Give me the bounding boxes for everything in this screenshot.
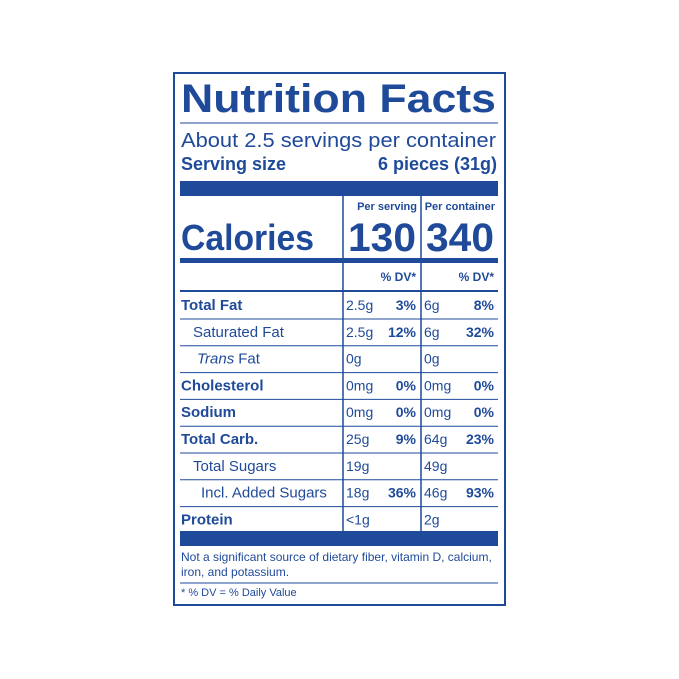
footnote-line: Not a significant source of dietary fibe… <box>181 550 492 564</box>
amount: 2.5g <box>346 324 373 340</box>
nutrient-name: Cholesterol <box>181 377 264 394</box>
daily-value: 0% <box>474 404 495 420</box>
label-border <box>173 72 506 606</box>
footnote-line: iron, and potassium. <box>181 565 289 579</box>
nutrient-name: Incl. Added Sugars <box>201 485 327 502</box>
title: Nutrition Facts <box>181 77 496 121</box>
daily-value: 3% <box>396 297 417 313</box>
amount: 19g <box>346 458 369 474</box>
amount: 2g <box>424 511 440 527</box>
medium-bar <box>180 258 498 263</box>
daily-value: 93% <box>466 485 495 501</box>
servings: About 2.5 servings per container <box>181 130 496 152</box>
nutrient-name: Trans Fat <box>197 351 261 368</box>
amount: 0g <box>424 351 440 367</box>
thick-bar <box>180 531 498 546</box>
daily-value: 0% <box>396 377 417 393</box>
calories-value: 340 <box>426 216 494 260</box>
dv-header: % DV* <box>381 270 417 284</box>
nutrient-name-rest: Fat <box>238 351 261 368</box>
amount: 64g <box>424 431 447 447</box>
nutrient-name: Total Carb. <box>181 431 258 448</box>
nutrient-name: Sodium <box>181 404 236 421</box>
amount: 2.5g <box>346 297 373 313</box>
daily-value: 0% <box>474 377 495 393</box>
amount: 0mg <box>424 377 451 393</box>
amount: 6g <box>424 297 440 313</box>
daily-value: 32% <box>466 324 495 340</box>
serving-size-label: Serving size <box>181 154 286 174</box>
daily-value: 8% <box>474 297 495 313</box>
amount: 25g <box>346 431 369 447</box>
amount: 0mg <box>346 404 373 420</box>
calories-label: Calories <box>181 217 314 258</box>
amount: 0g <box>346 351 362 367</box>
amount: 6g <box>424 324 440 340</box>
amount: 0mg <box>346 377 373 393</box>
daily-value: 9% <box>396 431 417 447</box>
amount: 49g <box>424 458 447 474</box>
nutrient-name: Protein <box>181 511 233 528</box>
column-header: Per container <box>425 201 496 213</box>
amount: 18g <box>346 485 369 501</box>
daily-value: 12% <box>388 324 417 340</box>
daily-value: 36% <box>388 485 417 501</box>
daily-value: 23% <box>466 431 495 447</box>
nutrient-name: Total Sugars <box>193 458 276 475</box>
serving-size-value: 6 pieces (31g) <box>378 154 497 174</box>
dv-note: * % DV = % Daily Value <box>181 587 297 599</box>
nutrient-name: Total Fat <box>181 297 242 314</box>
nutrient-name-italic: Trans <box>197 351 235 368</box>
daily-value: 0% <box>396 404 417 420</box>
thick-bar <box>180 181 498 196</box>
nutrient-name: Saturated Fat <box>193 324 285 341</box>
amount: 0mg <box>424 404 451 420</box>
amount: <1g <box>346 511 370 527</box>
column-header: Per serving <box>357 201 417 213</box>
amount: 46g <box>424 485 447 501</box>
dv-header: % DV* <box>459 270 495 284</box>
calories-value: 130 <box>348 216 416 260</box>
